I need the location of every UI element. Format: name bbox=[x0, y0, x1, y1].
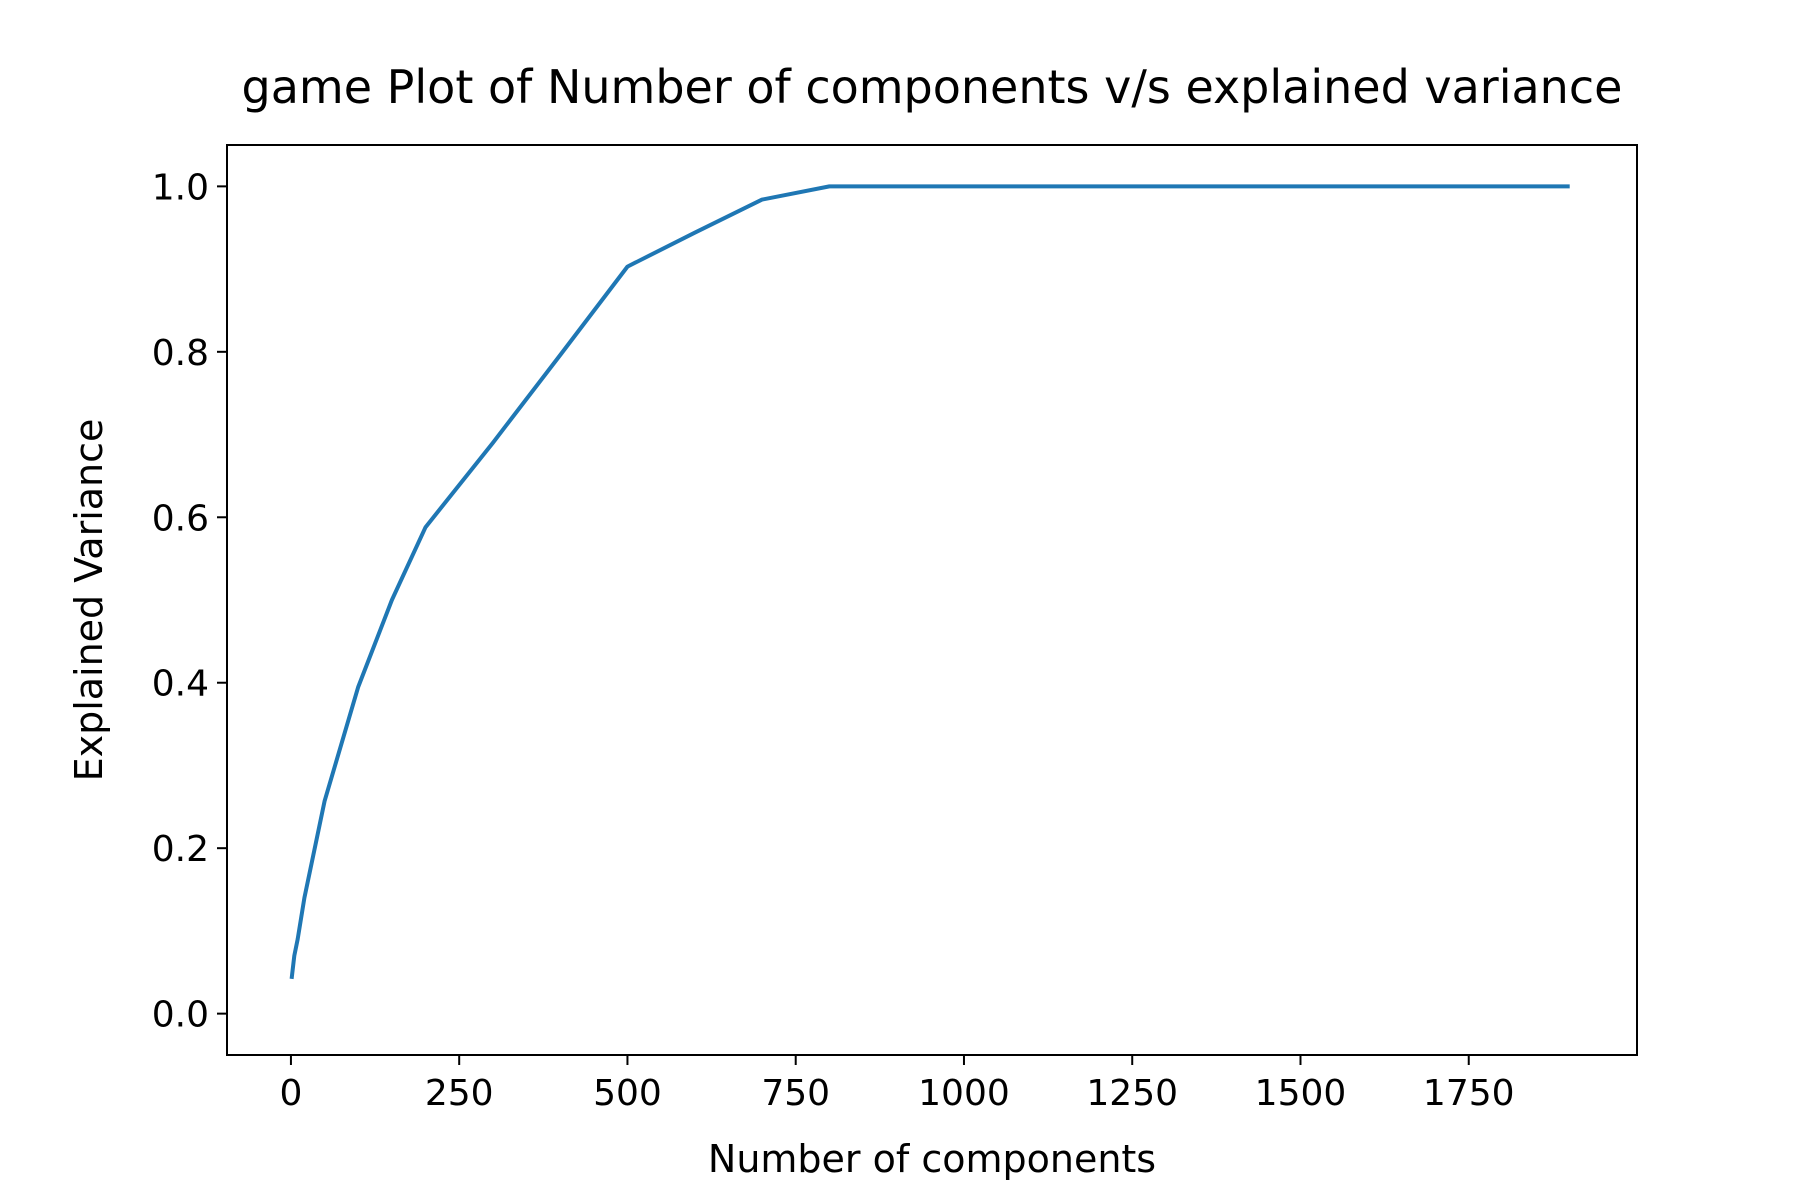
y-tick-label: 0.6 bbox=[152, 498, 209, 539]
x-axis-ticks: 0 250 500 750 1000 1250 1500 1750 bbox=[279, 1055, 1515, 1114]
x-tick-label: 1500 bbox=[1255, 1073, 1347, 1114]
x-tick-label: 250 bbox=[425, 1073, 494, 1114]
plot-frame bbox=[226, 144, 1638, 1056]
x-tick-label: 0 bbox=[279, 1073, 302, 1114]
x-tick-label: 1750 bbox=[1423, 1073, 1515, 1114]
chart-title: game Plot of Number of components v/s ex… bbox=[242, 60, 1623, 114]
x-tick-label: 500 bbox=[593, 1073, 662, 1114]
x-tick-label: 1250 bbox=[1086, 1073, 1178, 1114]
x-tick-label: 1000 bbox=[918, 1073, 1010, 1114]
plot-area bbox=[226, 144, 1638, 1056]
y-tick-label: 0.4 bbox=[152, 664, 209, 705]
x-axis-label: Number of components bbox=[708, 1137, 1156, 1181]
y-axis-label: Explained Variance bbox=[67, 419, 111, 782]
y-tick-label: 0.8 bbox=[152, 333, 209, 374]
y-tick-label: 0.2 bbox=[152, 829, 209, 870]
y-tick-label: 0.0 bbox=[152, 995, 209, 1036]
y-tick-label: 1.0 bbox=[152, 167, 209, 208]
y-axis-ticks: 0.0 0.2 0.4 0.6 0.8 1.0 bbox=[152, 167, 227, 1036]
x-tick-label: 750 bbox=[761, 1073, 830, 1114]
series-line-0 bbox=[289, 184, 1570, 980]
